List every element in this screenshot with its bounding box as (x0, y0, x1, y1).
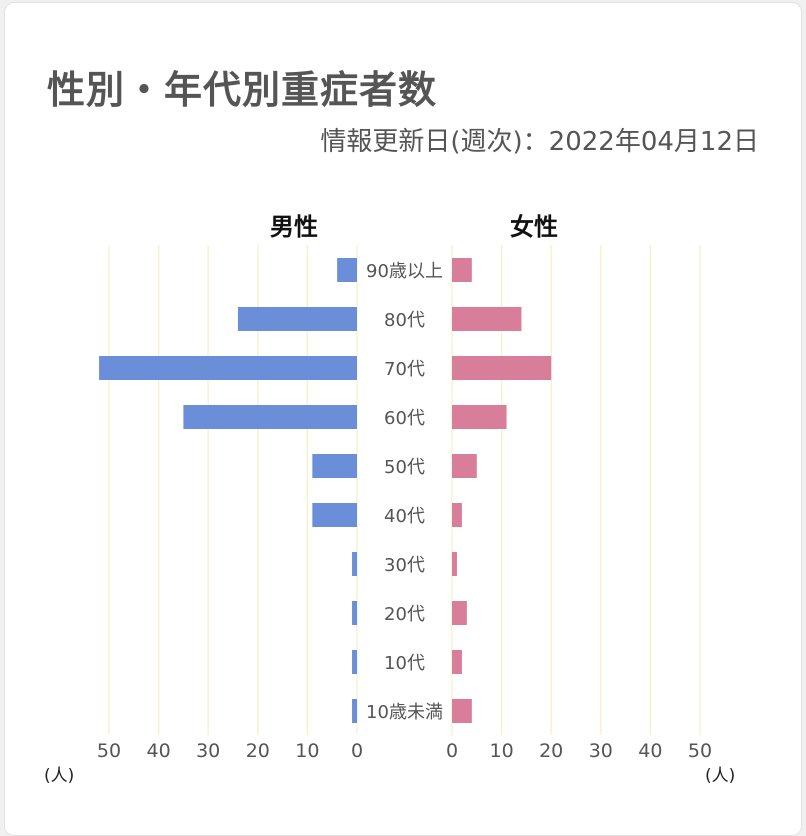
x-tick-label-male: 10 (295, 740, 319, 762)
female-bars (452, 258, 552, 723)
category-label: 10代 (384, 653, 425, 674)
axis-ticks: 0 0 10 10 20 20 30 30 40 40 50 50 (97, 740, 712, 762)
bar-male (352, 699, 357, 723)
category-label: 70代 (384, 359, 425, 380)
update-date: 情報更新日(週次)：2022年04月12日 (320, 127, 759, 157)
unit-label-right: (人) (705, 766, 735, 786)
legend-female: 女性 (510, 213, 558, 241)
bar-female (452, 552, 457, 576)
category-label: 40代 (384, 506, 425, 527)
bar-male (99, 356, 357, 380)
bar-female (452, 454, 477, 478)
bar-male (312, 454, 357, 478)
bar-male (183, 405, 357, 429)
bar-male (312, 503, 357, 527)
bar-male (352, 552, 357, 576)
category-label: 80代 (384, 310, 425, 331)
x-tick-label-female: 30 (589, 740, 613, 762)
male-bars (99, 258, 357, 723)
bar-male (237, 307, 357, 331)
bar-male (352, 650, 357, 674)
category-label: 30代 (384, 555, 425, 576)
category-label: 10歳未満 (366, 702, 443, 723)
x-tick-label-male: 50 (97, 740, 121, 762)
page-title: 性別・年代別重症者数 (47, 68, 438, 112)
category-label: 60代 (384, 408, 425, 429)
bar-female (452, 699, 472, 723)
x-tick-label-female: 50 (688, 740, 712, 762)
category-label: 20代 (384, 604, 425, 625)
x-tick-label-male: 30 (196, 740, 220, 762)
bar-female (452, 405, 507, 429)
x-tick-label-female: 10 (490, 740, 514, 762)
bar-male (337, 258, 357, 282)
x-tick-label-female: 40 (638, 740, 662, 762)
unit-label-left: (人) (44, 766, 74, 786)
bar-male (352, 601, 357, 625)
category-label: 90歳以上 (366, 261, 443, 282)
x-tick-label-female: 0 (446, 740, 458, 762)
x-tick-label-male: 40 (147, 740, 171, 762)
bar-female (452, 650, 462, 674)
bar-female (452, 258, 472, 282)
bar-female (452, 307, 522, 331)
chart-card: 性別・年代別重症者数 情報更新日(週次)：2022年04月12日 (4, 2, 802, 836)
bar-female (452, 356, 552, 380)
legend-male: 男性 (270, 213, 318, 241)
category-label: 50代 (384, 457, 425, 478)
x-tick-label-female: 20 (539, 740, 563, 762)
bar-female (452, 503, 462, 527)
x-tick-label-male: 0 (351, 740, 363, 762)
category-labels: 90歳以上 80代 70代 60代 50代 40代 30代 20代 10代 10歳未満 (366, 261, 443, 723)
x-tick-label-male: 20 (246, 740, 270, 762)
bar-female (452, 601, 467, 625)
